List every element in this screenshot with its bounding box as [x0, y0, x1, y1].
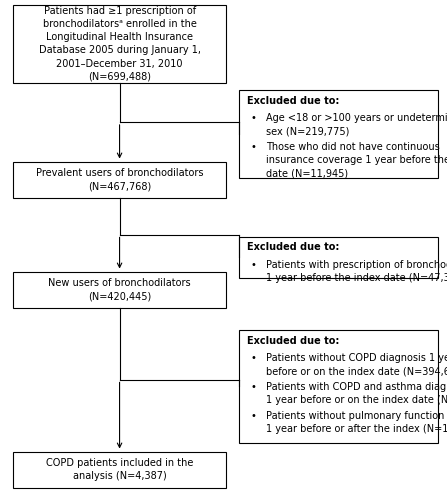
Text: before or on the index date (N=394,622): before or on the index date (N=394,622)	[266, 366, 447, 376]
Text: Patients without COPD diagnosis 1 year: Patients without COPD diagnosis 1 year	[266, 353, 447, 363]
Text: •: •	[250, 260, 256, 270]
Text: Patients without pulmonary function test: Patients without pulmonary function test	[266, 411, 447, 421]
Text: COPD patients included in the
analysis (N=4,387): COPD patients included in the analysis (…	[46, 458, 193, 481]
Text: •: •	[250, 142, 256, 152]
Text: Patients with COPD and asthma diagnosis: Patients with COPD and asthma diagnosis	[266, 382, 447, 392]
Bar	[13, 272, 226, 308]
Bar	[239, 236, 438, 278]
Bar	[239, 90, 438, 178]
Text: •: •	[250, 382, 256, 392]
Text: 1 year before or on the index date (N=2,427): 1 year before or on the index date (N=2,…	[266, 395, 447, 405]
Bar	[13, 452, 226, 488]
Bar	[13, 5, 226, 82]
Text: Excluded due to:: Excluded due to:	[247, 96, 340, 106]
Text: 1 year before or after the index (N=19,009): 1 year before or after the index (N=19,0…	[266, 424, 447, 434]
Text: Excluded due to:: Excluded due to:	[247, 336, 340, 346]
Text: New users of bronchodilators
(N=420,445): New users of bronchodilators (N=420,445)	[48, 278, 191, 301]
Text: sex (N=219,775): sex (N=219,775)	[266, 126, 350, 136]
Text: Prevalent users of bronchodilators
(N=467,768): Prevalent users of bronchodilators (N=46…	[36, 168, 203, 191]
Text: Age <18 or >100 years or undetermined: Age <18 or >100 years or undetermined	[266, 113, 447, 123]
Text: date (N=11,945): date (N=11,945)	[266, 168, 348, 178]
Text: •: •	[250, 411, 256, 421]
Text: Those who did not have continuous: Those who did not have continuous	[266, 142, 440, 152]
Bar	[239, 330, 438, 442]
Text: Excluded due to:: Excluded due to:	[247, 242, 340, 252]
Bar	[13, 162, 226, 198]
Text: 1 year before the index date (N=47,323): 1 year before the index date (N=47,323)	[266, 272, 447, 282]
Text: insurance coverage 1 year before the index: insurance coverage 1 year before the ind…	[266, 155, 447, 165]
Text: •: •	[250, 113, 256, 123]
Text: Patients had ≥1 prescription of
bronchodilatorsᵃ enrolled in the
Longitudinal He: Patients had ≥1 prescription of bronchod…	[38, 6, 201, 82]
Text: •: •	[250, 353, 256, 363]
Text: Patients with prescription of bronchodilators: Patients with prescription of bronchodil…	[266, 260, 447, 270]
